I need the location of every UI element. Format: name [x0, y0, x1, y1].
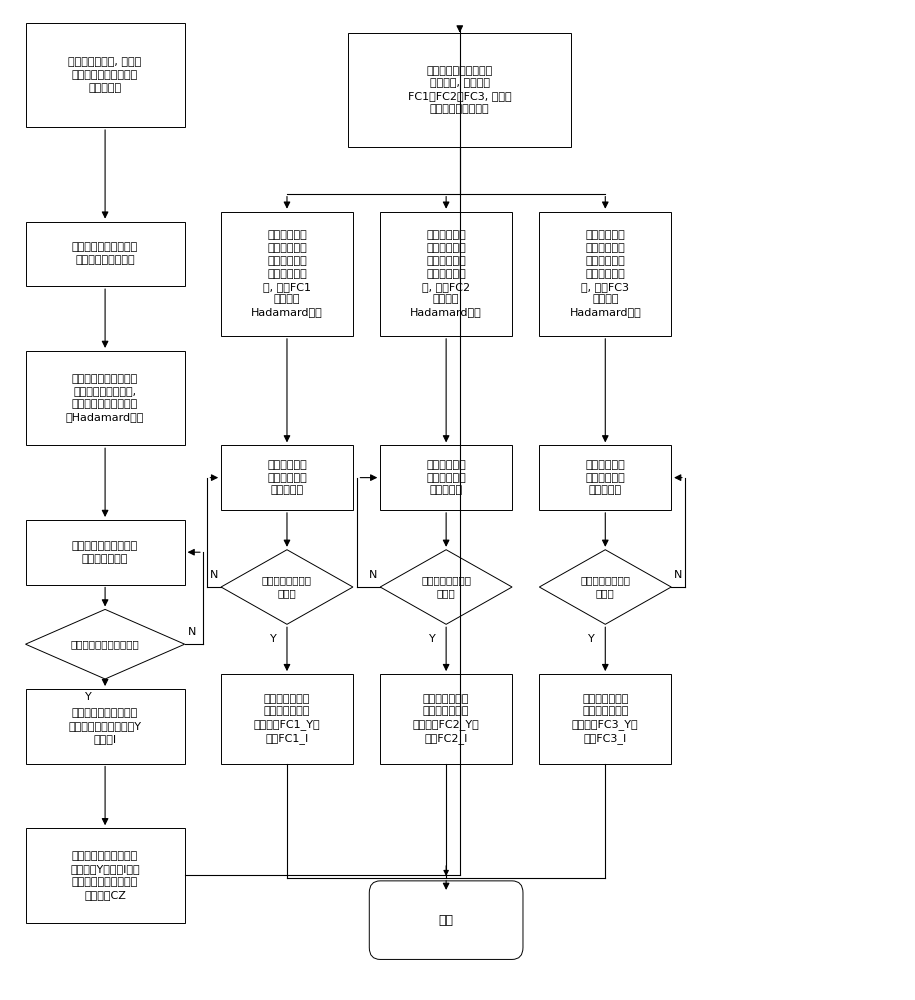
Text: Y: Y [270, 634, 276, 644]
FancyBboxPatch shape [381, 674, 512, 764]
Text: Y: Y [85, 692, 92, 702]
FancyBboxPatch shape [26, 23, 185, 127]
FancyBboxPatch shape [370, 881, 523, 959]
Polygon shape [381, 550, 512, 624]
FancyBboxPatch shape [26, 689, 185, 764]
FancyBboxPatch shape [381, 212, 512, 336]
FancyBboxPatch shape [539, 212, 672, 336]
Text: 设置第一级矢量量化的
迭代次数或失真阈值,
并对去均值后的矩阵进
行Hadamard变换: 设置第一级矢量量化的 迭代次数或失真阈值, 并对去均值后的矩阵进 行Hadama… [66, 374, 145, 422]
FancyBboxPatch shape [539, 445, 672, 510]
Text: 生成差值矩阵进行矢量
分层处理, 得到矩阵
FC1、FC2和FC3, 作为第
二级矢量量化的输入: 生成差值矩阵进行矢量 分层处理, 得到矩阵 FC1、FC2和FC3, 作为第 二… [408, 66, 511, 114]
Text: 打包第一部分第
二级矢量量化的
最终码书FC1_Y和
索引FC1_I: 打包第一部分第 二级矢量量化的 最终码书FC1_Y和 索引FC1_I [253, 694, 320, 744]
Text: 打包第三部分第
二级矢量量化的
最终码书FC3_Y和
索引FC3_I: 打包第三部分第 二级矢量量化的 最终码书FC3_Y和 索引FC3_I [572, 694, 639, 744]
FancyBboxPatch shape [26, 828, 185, 923]
FancyBboxPatch shape [221, 445, 353, 510]
Polygon shape [539, 550, 672, 624]
FancyBboxPatch shape [26, 222, 185, 286]
Text: 对二维高光谱数据的行
矢量进行去均值操作: 对二维高光谱数据的行 矢量进行去均值操作 [72, 242, 138, 265]
Text: 对变换后的矩
阵进行快速矢
量量化编码: 对变换后的矩 阵进行快速矢 量量化编码 [426, 460, 466, 495]
Text: Y: Y [588, 634, 595, 644]
Text: N: N [188, 627, 197, 637]
Text: 对变换后的矩
阵进行快速矢
量量化编码: 对变换后的矩 阵进行快速矢 量量化编码 [267, 460, 307, 495]
Text: 判断迭代次数或失真阈值: 判断迭代次数或失真阈值 [70, 639, 139, 649]
Text: 设置第二部分
矩阵第二级矢
量量化的迭代
次数或失真阈
值, 并对FC2
矩阵进行
Hadamard变换: 设置第二部分 矩阵第二级矢 量量化的迭代 次数或失真阈 值, 并对FC2 矩阵进… [410, 230, 482, 317]
Text: 对变换后的矩
阵进行快速矢
量量化编码: 对变换后的矩 阵进行快速矢 量量化编码 [586, 460, 625, 495]
FancyBboxPatch shape [381, 445, 512, 510]
Text: N: N [369, 570, 378, 580]
Text: 判断迭代次数或失
真阈值: 判断迭代次数或失 真阈值 [421, 576, 471, 598]
Text: 打包第一级矢量量化的
行矢量均值、最终码书Y
和索引I: 打包第一级矢量量化的 行矢量均值、最终码书Y 和索引I [69, 708, 142, 744]
Text: 对变换后的矩阵进行快
速矢量量化编码: 对变换后的矩阵进行快 速矢量量化编码 [72, 541, 138, 564]
Text: 判断迭代次数或失
真阈值: 判断迭代次数或失 真阈值 [580, 576, 630, 598]
Text: 读取高光谱图像, 截取其
中一个部分将三维数据
转换为二维: 读取高光谱图像, 截取其 中一个部分将三维数据 转换为二维 [69, 57, 142, 93]
FancyBboxPatch shape [221, 212, 353, 336]
Text: 设置第三部分
矩阵第二级矢
量量化的迭代
次数或失真阈
值, 并对FC3
矩阵进行
Hadamard变换: 设置第三部分 矩阵第二级矢 量量化的迭代 次数或失真阈 值, 并对FC3 矩阵进… [569, 230, 641, 317]
Text: N: N [210, 570, 219, 580]
Text: 判断迭代次数或失
真阈值: 判断迭代次数或失 真阈值 [262, 576, 312, 598]
Text: 打包第二部分第
二级矢量量化的
最终码书FC2_Y和
索引FC2_I: 打包第二部分第 二级矢量量化的 最终码书FC2_Y和 索引FC2_I [413, 694, 479, 744]
Text: 结合第一级矢量量化的
最终码书Y和索引I与去
均值后的数据矩阵生成
差值矩阵CZ: 结合第一级矢量量化的 最终码书Y和索引I与去 均值后的数据矩阵生成 差值矩阵CZ [70, 851, 140, 900]
Text: 设置第一部分
矩阵第二级矢
量量化的迭代
次数或失真阈
值, 并对FC1
矩阵进行
Hadamard变换: 设置第一部分 矩阵第二级矢 量量化的迭代 次数或失真阈 值, 并对FC1 矩阵进… [251, 230, 323, 317]
FancyBboxPatch shape [26, 351, 185, 445]
FancyBboxPatch shape [539, 674, 672, 764]
Text: Y: Y [429, 634, 436, 644]
FancyBboxPatch shape [349, 33, 571, 147]
Polygon shape [26, 609, 185, 679]
FancyBboxPatch shape [26, 520, 185, 585]
Text: 结束: 结束 [438, 914, 454, 927]
Text: N: N [674, 570, 683, 580]
Polygon shape [221, 550, 353, 624]
FancyBboxPatch shape [221, 674, 353, 764]
